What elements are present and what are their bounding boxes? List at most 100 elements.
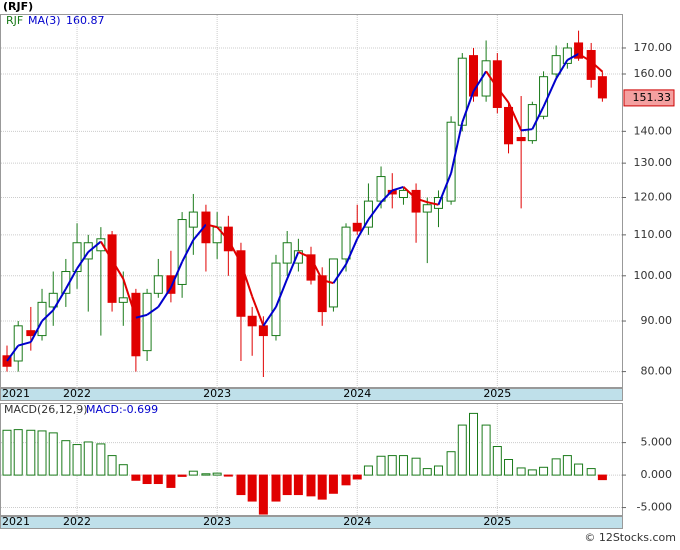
ma-segment <box>566 52 580 61</box>
macd-date-strip <box>0 516 623 529</box>
ma-segment <box>472 70 487 92</box>
macd-bar <box>539 466 549 476</box>
macd-bar <box>247 474 257 502</box>
ma-segment <box>332 263 347 284</box>
candle-body <box>481 60 491 97</box>
y-tick-label: 0.000 <box>641 468 673 481</box>
ma-segment <box>380 189 393 203</box>
macd-bar <box>398 455 408 476</box>
candle-body <box>282 242 292 264</box>
y-tick-label: 120.00 <box>634 191 673 204</box>
candle-body <box>142 292 152 352</box>
ma-segment <box>356 219 370 240</box>
ma-segment <box>122 278 137 319</box>
ma-segment <box>181 239 195 263</box>
ma-segment <box>367 201 382 221</box>
ma-segment <box>496 87 510 104</box>
candle-body <box>597 76 607 99</box>
macd-bar <box>433 465 443 476</box>
x-tick-label: 2025 <box>483 387 511 400</box>
candle-body <box>131 292 141 357</box>
ma-segment <box>391 185 404 192</box>
ma-segment <box>135 313 148 319</box>
ma-segment <box>205 223 218 229</box>
macd-bar <box>469 412 479 476</box>
y-tick-label: 90.00 <box>641 314 673 327</box>
candle-body <box>236 250 246 317</box>
y-tick-label: 80.00 <box>641 365 673 378</box>
candle-body <box>166 275 176 294</box>
ma-segment <box>310 257 324 281</box>
candle-body <box>492 60 502 108</box>
y-tick-label: 130.00 <box>634 156 673 169</box>
macd-bar <box>118 464 128 476</box>
legend-ma-value: 160.87 <box>66 14 105 27</box>
candle-body <box>258 325 268 337</box>
legend-ma: MA(3) <box>28 14 61 27</box>
ma-segment <box>542 78 558 108</box>
macd-bar <box>562 455 572 476</box>
macd-bar <box>236 474 246 496</box>
macd-bar <box>586 468 596 476</box>
macd-bar <box>317 474 327 500</box>
x-tick-label: 2024 <box>343 515 371 528</box>
candle-body <box>446 121 456 202</box>
ma-segment <box>590 60 604 73</box>
ma-segment <box>286 251 300 280</box>
candle-body <box>188 211 198 228</box>
ma-segment <box>17 341 32 347</box>
ma-segment <box>555 59 569 80</box>
ma-segment <box>262 306 277 327</box>
macd-bar <box>481 424 491 476</box>
candle-body <box>72 242 82 273</box>
x-tick-label: 2023 <box>203 515 231 528</box>
ma-segment <box>64 268 78 290</box>
macd-bar <box>376 455 386 476</box>
candle-body <box>201 211 211 244</box>
ma-segment <box>100 241 113 261</box>
price-tag-label: 151.33 <box>633 91 672 104</box>
y-tick-label: 5.000 <box>641 436 673 449</box>
macd-bar <box>153 474 163 485</box>
candle-body <box>118 297 128 303</box>
macd-bar <box>574 463 584 476</box>
macd-bar <box>457 424 467 476</box>
x-tick-label: 2022 <box>63 387 91 400</box>
x-tick-label: 2025 <box>483 515 511 528</box>
ma-segment <box>6 344 20 362</box>
candle-body <box>398 189 408 199</box>
y-tick-label: 140.00 <box>634 124 673 137</box>
legend-macd: MACD(26,12,9) <box>4 403 88 416</box>
ma-segment <box>437 172 453 206</box>
ma-segment <box>275 278 289 308</box>
macd-bar <box>352 474 362 480</box>
ma-segment <box>521 128 533 132</box>
macd-bar <box>422 468 432 476</box>
candle-body <box>37 301 47 337</box>
ma-segment <box>52 288 67 311</box>
candle-body <box>516 137 526 142</box>
y-tick-label: 170.00 <box>634 41 673 54</box>
ma-segment <box>240 262 254 297</box>
macd-bar <box>597 474 607 481</box>
ma-segment <box>29 320 43 343</box>
macd-bar <box>72 444 82 476</box>
ma-segment <box>146 306 159 316</box>
macd-bar <box>504 459 514 476</box>
ma-segment <box>216 226 230 241</box>
ma-segment <box>227 239 242 264</box>
macd-bar <box>516 467 526 476</box>
macd-bar <box>306 474 316 497</box>
macd-bar <box>201 473 211 476</box>
candle-body <box>153 275 163 294</box>
y-tick-label: 110.00 <box>634 228 673 241</box>
legend-symbol: RJF <box>6 14 23 27</box>
macd-bar <box>341 474 351 486</box>
macd-bar <box>142 474 152 485</box>
candle-body <box>411 189 421 213</box>
ma-segment <box>345 238 359 265</box>
macd-bar <box>411 457 421 476</box>
ma-segment <box>169 261 184 288</box>
candle-body <box>504 106 514 145</box>
macd-bar <box>26 429 36 476</box>
